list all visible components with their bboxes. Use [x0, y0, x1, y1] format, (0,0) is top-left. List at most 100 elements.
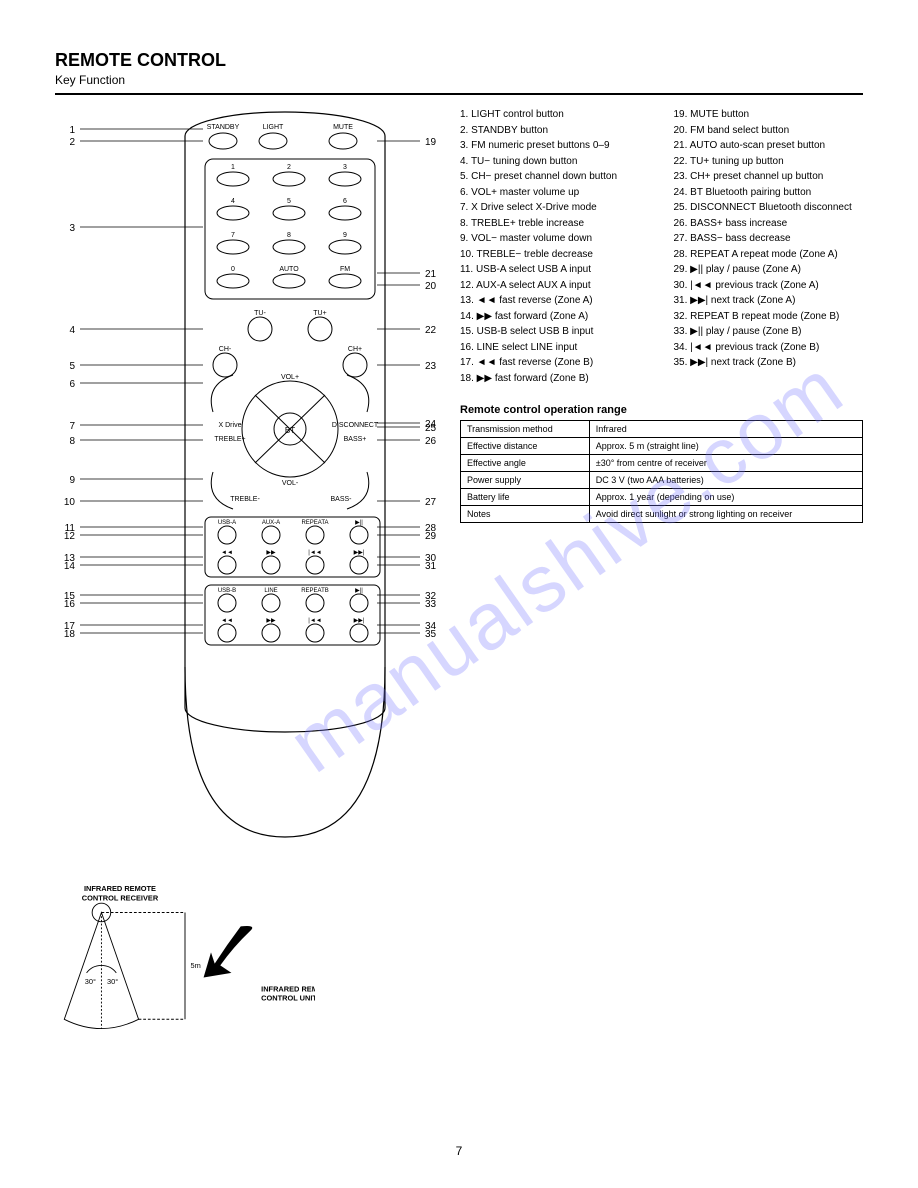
function-item: 9. VOL− master volume down — [460, 231, 650, 247]
svg-text:BASS-: BASS- — [330, 496, 352, 503]
svg-text:16: 16 — [64, 599, 76, 610]
svg-text:STANDBY: STANDBY — [207, 124, 240, 131]
table-cell: Effective distance — [461, 438, 590, 455]
svg-text:REPEATA: REPEATA — [301, 520, 328, 526]
function-item: 31. ▶▶| next track (Zone A) — [674, 293, 864, 309]
function-item: 28. REPEAT A repeat mode (Zone A) — [674, 247, 864, 263]
svg-text:5: 5 — [287, 198, 291, 205]
svg-text:19: 19 — [425, 137, 437, 148]
svg-text:5: 5 — [69, 361, 75, 372]
function-item: 4. TU− tuning down button — [460, 154, 650, 170]
function-item: 11. USB-A select USB A input — [460, 262, 650, 278]
svg-text:0: 0 — [231, 266, 235, 273]
svg-text:7: 7 — [69, 421, 75, 432]
function-item: 3. FM numeric preset buttons 0–9 — [460, 138, 650, 154]
function-item: 30. |◄◄ previous track (Zone A) — [674, 278, 864, 294]
table-cell: Battery life — [461, 489, 590, 506]
svg-text:REPEATB: REPEATB — [301, 588, 329, 594]
svg-text:21: 21 — [425, 269, 437, 280]
svg-text:MUTE: MUTE — [333, 124, 353, 131]
svg-text:X Drive: X Drive — [219, 422, 242, 429]
function-item: 6. VOL+ master volume up — [460, 185, 650, 201]
svg-text:26: 26 — [425, 436, 437, 447]
page-subtitle: Key Function — [55, 73, 863, 87]
function-item: 29. ▶|| play / pause (Zone A) — [674, 262, 864, 278]
svg-text:|◄◄: |◄◄ — [308, 618, 321, 624]
function-item: 8. TREBLE+ treble increase — [460, 216, 650, 232]
function-item: 27. BASS− bass decrease — [674, 231, 864, 247]
function-item: 22. TU+ tuning up button — [674, 154, 864, 170]
svg-text:BT: BT — [285, 426, 295, 435]
svg-text:12: 12 — [64, 531, 76, 542]
function-item: 14. ▶▶ fast forward (Zone A) — [460, 309, 650, 325]
svg-text:INFRARED REMOTE: INFRARED REMOTE — [261, 984, 315, 993]
function-item: 5. CH− preset channel down button — [460, 169, 650, 185]
svg-text:18: 18 — [64, 629, 76, 640]
svg-text:23: 23 — [425, 361, 437, 372]
svg-text:20: 20 — [425, 281, 437, 292]
function-item: 23. CH+ preset channel up button — [674, 169, 864, 185]
function-item: 15. USB-B select USB B input — [460, 324, 650, 340]
table-cell: Approx. 5 m (straight line) — [589, 438, 862, 455]
svg-text:CONTROL RECEIVER: CONTROL RECEIVER — [82, 893, 159, 902]
title-area: REMOTE CONTROL Key Function — [55, 50, 863, 95]
svg-text:▶▶|: ▶▶| — [354, 618, 365, 624]
table-cell: Approx. 1 year (depending on use) — [589, 489, 862, 506]
svg-text:2: 2 — [69, 137, 75, 148]
svg-text:9: 9 — [343, 232, 347, 239]
svg-text:30°: 30° — [107, 977, 118, 986]
svg-text:6: 6 — [343, 198, 347, 205]
svg-text:27: 27 — [425, 497, 437, 508]
range-table-section: Remote control operation range Transmiss… — [460, 404, 863, 523]
svg-text:4: 4 — [69, 325, 75, 336]
svg-text:TREBLE+: TREBLE+ — [214, 436, 245, 443]
table-cell: ±30° from centre of receiver — [589, 455, 862, 472]
table-cell: Power supply — [461, 472, 590, 489]
table-cell: DC 3 V (two AAA batteries) — [589, 472, 862, 489]
table-cell: Avoid direct sunlight or strong lighting… — [589, 506, 862, 523]
svg-text:29: 29 — [425, 531, 437, 542]
table-cell: Transmission method — [461, 421, 590, 438]
svg-text:DISCONNECT: DISCONNECT — [332, 422, 379, 429]
svg-text:10: 10 — [64, 497, 76, 508]
function-item: 1. LIGHT control button — [460, 107, 650, 123]
svg-text:4: 4 — [231, 198, 235, 205]
svg-text:VOL-: VOL- — [282, 480, 299, 487]
svg-text:3: 3 — [69, 223, 75, 234]
function-item: 19. MUTE button — [674, 107, 864, 123]
svg-text:14: 14 — [64, 561, 76, 572]
function-item: 35. ▶▶| next track (Zone B) — [674, 355, 864, 371]
svg-text:8: 8 — [287, 232, 291, 239]
svg-text:|◄◄: |◄◄ — [308, 550, 321, 556]
svg-text:TU-: TU- — [254, 310, 266, 317]
svg-text:▶▶: ▶▶ — [266, 550, 276, 556]
svg-text:22: 22 — [425, 325, 437, 336]
svg-text:3: 3 — [343, 164, 347, 171]
function-item: 10. TREBLE− treble decrease — [460, 247, 650, 263]
svg-text:33: 33 — [425, 599, 437, 610]
page-number: 7 — [0, 1144, 918, 1158]
function-item: 7. X Drive select X-Drive mode — [460, 200, 650, 216]
ir-diagram: INFRARED REMOTE CONTROL RECEIVER 30° 30°… — [55, 880, 440, 1041]
svg-text:TREBLE-: TREBLE- — [230, 496, 260, 503]
function-item: 34. |◄◄ previous track (Zone B) — [674, 340, 864, 356]
svg-text:FM: FM — [340, 266, 350, 273]
function-item: 25. DISCONNECT Bluetooth disconnect — [674, 200, 864, 216]
page-title: REMOTE CONTROL — [55, 50, 863, 71]
svg-text:35: 35 — [425, 629, 437, 640]
function-item: 18. ▶▶ fast forward (Zone B) — [460, 371, 650, 387]
function-item: 13. ◄◄ fast reverse (Zone A) — [460, 293, 650, 309]
range-table: Transmission methodInfraredEffective dis… — [460, 420, 863, 523]
left-column: STANDBY LIGHT MUTE 1234567890AUTOFM TU- … — [55, 107, 440, 1041]
svg-text:BASS+: BASS+ — [344, 436, 367, 443]
right-column: 1. LIGHT control button2. STANDBY button… — [460, 107, 863, 1041]
svg-text:TU+: TU+ — [313, 310, 326, 317]
svg-text:▶▶: ▶▶ — [266, 618, 276, 624]
svg-text:6: 6 — [69, 379, 75, 390]
function-item: 26. BASS+ bass increase — [674, 216, 864, 232]
svg-text:LIGHT: LIGHT — [263, 124, 284, 131]
table-cell: Effective angle — [461, 455, 590, 472]
function-item: 24. BT Bluetooth pairing button — [674, 185, 864, 201]
function-item: 12. AUX-A select AUX A input — [460, 278, 650, 294]
svg-text:7: 7 — [231, 232, 235, 239]
